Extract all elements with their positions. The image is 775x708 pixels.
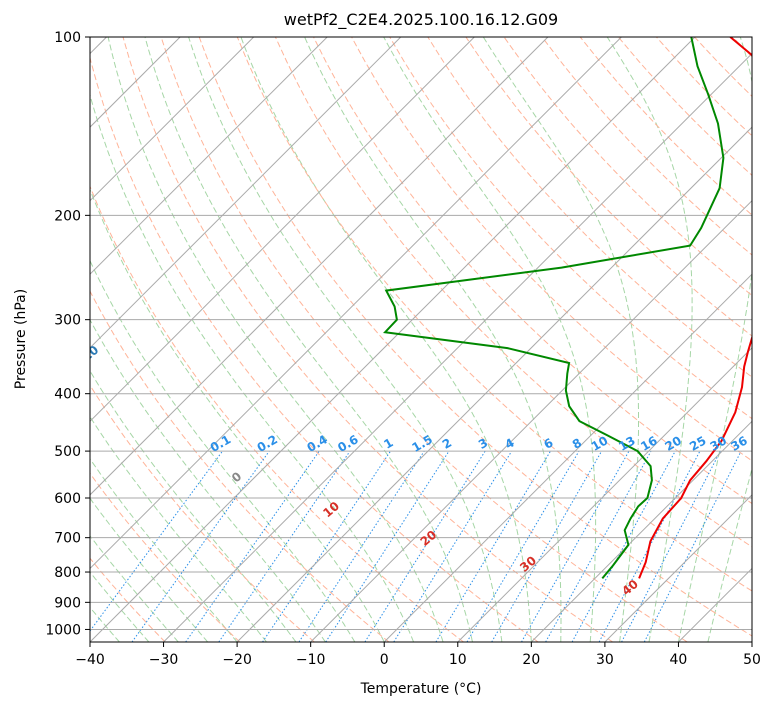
sounding-traces [383, 37, 752, 580]
dry-adiabat-line [503, 37, 752, 296]
mixing-ratio-line [521, 450, 630, 642]
moist-adiabats [90, 37, 752, 642]
moist-adiabat-line [188, 37, 503, 642]
y-tick-label: 400 [54, 387, 81, 403]
dry-adiabat-line [122, 37, 613, 642]
moist-adiabat-line [677, 37, 752, 642]
mixing-ratio-line [298, 450, 425, 642]
mixing-ratio-line [131, 450, 270, 642]
isotherm-line [90, 37, 328, 275]
x-tick-label: 40 [670, 652, 688, 668]
isotherm-line [90, 37, 475, 423]
moist-adiabat-line [144, 37, 473, 642]
x-tick-label: −30 [149, 652, 179, 668]
dry-adiabat-line [160, 37, 688, 642]
moist-adiabat-line [606, 37, 693, 642]
isotherms [90, 37, 752, 642]
dry-adiabat-line [90, 384, 315, 642]
isotherm-line [457, 347, 752, 642]
x-tick-label: 50 [743, 652, 761, 668]
dry-adiabat-line [90, 290, 390, 642]
dry-adiabat-line [90, 185, 464, 642]
dry-adiabat-line [274, 37, 752, 548]
moist-adiabat-line [240, 37, 532, 642]
x-tick-label: −10 [296, 652, 326, 668]
y-tick-label: 800 [54, 565, 81, 581]
plot-frame [89, 36, 753, 643]
mixing-ratio-line [598, 450, 701, 642]
isobars [90, 37, 752, 630]
mixing-ratio-line [218, 450, 351, 642]
y-axis: 100 200 300 400 500 600 700 800 900 1000 [45, 30, 90, 638]
dry-adiabat-line [389, 37, 752, 420]
moist-adiabat-line [482, 37, 639, 642]
isotherm-line [383, 273, 752, 642]
dry-adiabat-line [90, 557, 166, 642]
dry-adiabat-line [236, 37, 752, 592]
x-tick-label: 0 [380, 652, 389, 668]
isotherm-line [310, 199, 752, 642]
mixing-ratio-line [185, 450, 320, 642]
y-tick-label: 700 [54, 531, 81, 547]
dry-adiabat-label: -10 [76, 343, 102, 368]
dry-adiabat-line [465, 37, 752, 337]
mixing-ratio-line [643, 450, 742, 642]
y-tick-label: 600 [54, 491, 81, 507]
chart-title: wetPf2_C2E4.2025.100.16.12.G09 [284, 10, 558, 30]
moist-adiabat-line [90, 369, 297, 642]
temperature-trace [638, 37, 752, 579]
isotherm-line [530, 420, 752, 642]
mixing-ratio-line [325, 450, 450, 642]
mixing-ratio-line [435, 450, 551, 642]
x-tick-label: 20 [522, 652, 540, 668]
mixing-ratio-line [90, 450, 223, 632]
isotherm-line [90, 37, 402, 349]
moist-adiabat-line [90, 415, 267, 642]
isotherm-line [90, 37, 255, 202]
isotherm-line [604, 494, 752, 642]
y-tick-label: 1000 [45, 622, 81, 638]
plot-area: 0.10.20.40.611.52346810131620253036-100-… [76, 37, 752, 642]
x-tick-label: 30 [596, 652, 614, 668]
dry-adiabat-line [90, 472, 241, 642]
dewpoint-trace [383, 37, 725, 580]
mixing-ratio-line [393, 450, 513, 642]
moist-adiabat-line [90, 259, 356, 642]
x-tick-label: −20 [222, 652, 252, 668]
y-tick-label: 200 [54, 208, 81, 224]
isotherm-line [90, 37, 622, 570]
y-tick-label: 900 [54, 595, 81, 611]
x-tick-label: −40 [75, 652, 105, 668]
moist-adiabat-line [107, 37, 444, 642]
y-tick-label: 100 [54, 30, 81, 46]
moist-adiabat-line [90, 535, 179, 642]
isotherm-line [163, 52, 752, 642]
moist-adiabat-line [383, 37, 597, 642]
x-axis-title: Temperature (°C) [360, 681, 482, 697]
isotherm-line [236, 126, 752, 642]
isotherm-line [90, 37, 549, 496]
dry-adiabat-line [90, 55, 539, 642]
y-axis-title: Pressure (hPa) [13, 289, 29, 389]
mixing-ratio-line [621, 450, 721, 642]
moist-adiabat-line [90, 497, 209, 642]
mixing-ratio-line [571, 450, 676, 642]
x-tick-label: 10 [449, 652, 467, 668]
y-tick-label: 300 [54, 313, 81, 329]
y-tick-label: 500 [54, 444, 81, 460]
moist-adiabat-line [90, 188, 385, 642]
mixing-ratio-lines [90, 450, 742, 642]
dry-adiabats [90, 37, 752, 642]
isotherm-line [90, 37, 696, 642]
dry-adiabat-line [313, 37, 752, 505]
dry-adiabat-line [351, 37, 752, 462]
moist-adiabat-line [90, 571, 150, 642]
mixing-ratio-line [364, 450, 486, 642]
x-axis: −40 −30 −20 −10 0 10 20 30 40 50 [75, 642, 761, 668]
moist-adiabat-line [90, 458, 238, 642]
